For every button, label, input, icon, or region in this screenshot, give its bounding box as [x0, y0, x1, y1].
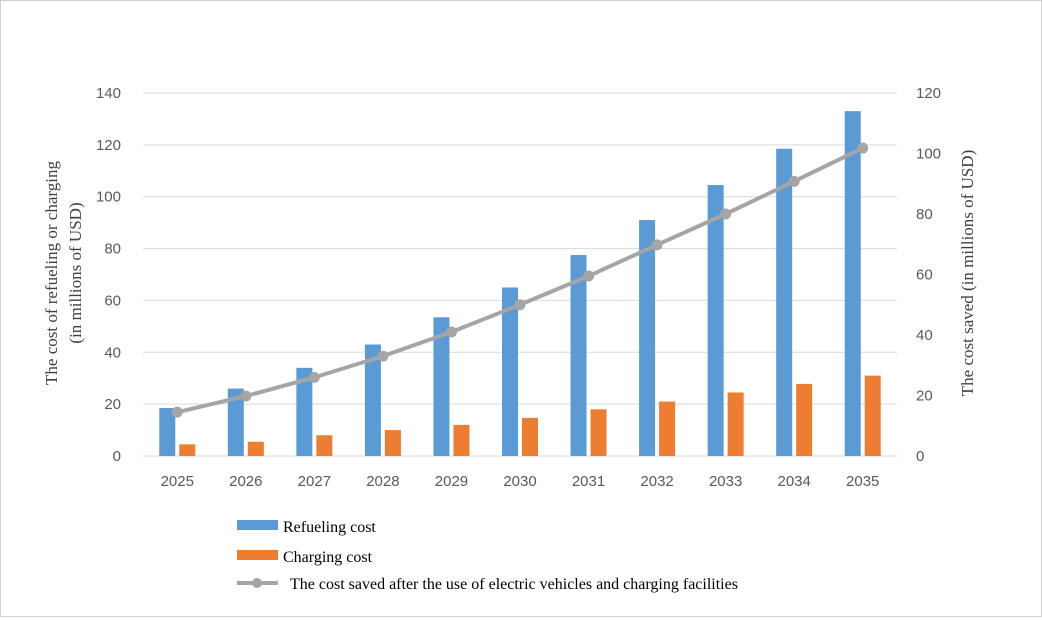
- charging-cost-bar: [316, 435, 333, 456]
- left-tick-label: 80: [104, 241, 121, 258]
- refueling-cost-bar: [776, 148, 793, 456]
- right-tick-label: 120: [916, 85, 941, 102]
- left-tick-label: 120: [96, 137, 121, 154]
- saved-cost-point: [240, 390, 252, 402]
- saved-cost-point: [583, 270, 595, 282]
- saved-cost-point: [171, 406, 183, 418]
- right-tick-label: 80: [916, 206, 933, 223]
- refueling-cost-bar: [502, 287, 518, 456]
- right-tick-label: 20: [916, 388, 933, 405]
- legend-label-saved: The cost saved after the use of electric…: [290, 576, 738, 593]
- right-axis-title: The cost saved (in millions of USD): [958, 150, 977, 396]
- saved-cost-point: [651, 239, 663, 251]
- saved-cost-point: [788, 175, 800, 187]
- x-tick-label: 2031: [572, 473, 605, 490]
- x-tick-label: 2033: [709, 473, 742, 490]
- x-tick-label: 2034: [777, 473, 810, 490]
- refueling-cost-bar: [639, 220, 656, 456]
- left-tick-label: 40: [104, 344, 121, 361]
- right-axis-ticks: 0 20 40 60 80 100 120: [916, 85, 941, 465]
- x-axis-ticks: 2025 2026 2027 2028 2029 2030 2031 2032 2033 2034…: [161, 473, 880, 490]
- saved-cost-point: [514, 299, 526, 311]
- refueling-cost-bar: [707, 185, 724, 456]
- left-axis-title-line2: (in millions of USD): [66, 202, 85, 343]
- charging-cost-bar: [864, 375, 881, 456]
- refueling-cost-bar: [364, 344, 381, 456]
- saved-cost-point: [720, 208, 732, 220]
- charging-cost-bar: [247, 441, 264, 456]
- legend-swatch-refueling: [237, 520, 278, 530]
- charging-cost-bar: [179, 444, 196, 456]
- left-tick-label: 100: [96, 189, 121, 206]
- x-tick-label: 2030: [503, 473, 536, 490]
- x-tick-label: 2025: [161, 473, 194, 490]
- left-axis-ticks: 0 20 40 60 80 100 120 140: [96, 85, 121, 465]
- legend-swatch-saved-marker: [252, 578, 262, 588]
- refueling-cost-bar: [296, 367, 313, 456]
- saved-cost-line: [171, 142, 869, 418]
- left-tick-label: 0: [113, 448, 121, 465]
- refueling-cost-bar: [844, 111, 861, 457]
- charging-cost-bar: [590, 409, 607, 456]
- x-tick-label: 2028: [366, 473, 399, 490]
- charging-cost-bar: [453, 424, 470, 456]
- right-tick-label: 40: [916, 327, 933, 344]
- left-tick-label: 60: [104, 292, 121, 309]
- saved-cost-point: [377, 350, 389, 362]
- legend: Refueling cost Charging cost The cost sa…: [237, 519, 738, 593]
- gridlines: [143, 92, 897, 457]
- refueling-cost-bar: [570, 255, 587, 456]
- refueling-cost-bar: [159, 408, 176, 456]
- x-tick-label: 2027: [298, 473, 331, 490]
- charging-cost-bar: [522, 417, 538, 456]
- left-axis-title-line1: The cost of refueling or charging: [42, 161, 61, 385]
- legend-label-charging: Charging cost: [283, 549, 373, 566]
- right-tick-label: 0: [916, 448, 924, 465]
- right-tick-label: 100: [916, 146, 941, 163]
- charging-cost-bar: [727, 392, 744, 456]
- saved-cost-point: [857, 142, 869, 154]
- legend-label-refueling: Refueling cost: [283, 519, 376, 536]
- legend-swatch-charging: [237, 550, 278, 560]
- charging-cost-bar: [384, 430, 401, 456]
- right-tick-label: 60: [916, 267, 933, 284]
- left-tick-label: 20: [104, 396, 121, 413]
- x-tick-label: 2035: [846, 473, 879, 490]
- x-tick-label: 2029: [435, 473, 468, 490]
- refueling-cost-bar: [227, 388, 244, 456]
- x-tick-label: 2026: [229, 473, 262, 490]
- charging-cost-bar: [796, 383, 813, 456]
- saved-cost-point: [308, 371, 320, 383]
- left-tick-label: 140: [96, 85, 121, 102]
- saved-cost-polyline: [175, 146, 865, 415]
- x-tick-label: 2032: [640, 473, 673, 490]
- bars: [159, 111, 881, 457]
- charging-cost-bar: [659, 401, 676, 456]
- saved-cost-point: [445, 326, 457, 338]
- refueling-cost-bar: [433, 317, 450, 456]
